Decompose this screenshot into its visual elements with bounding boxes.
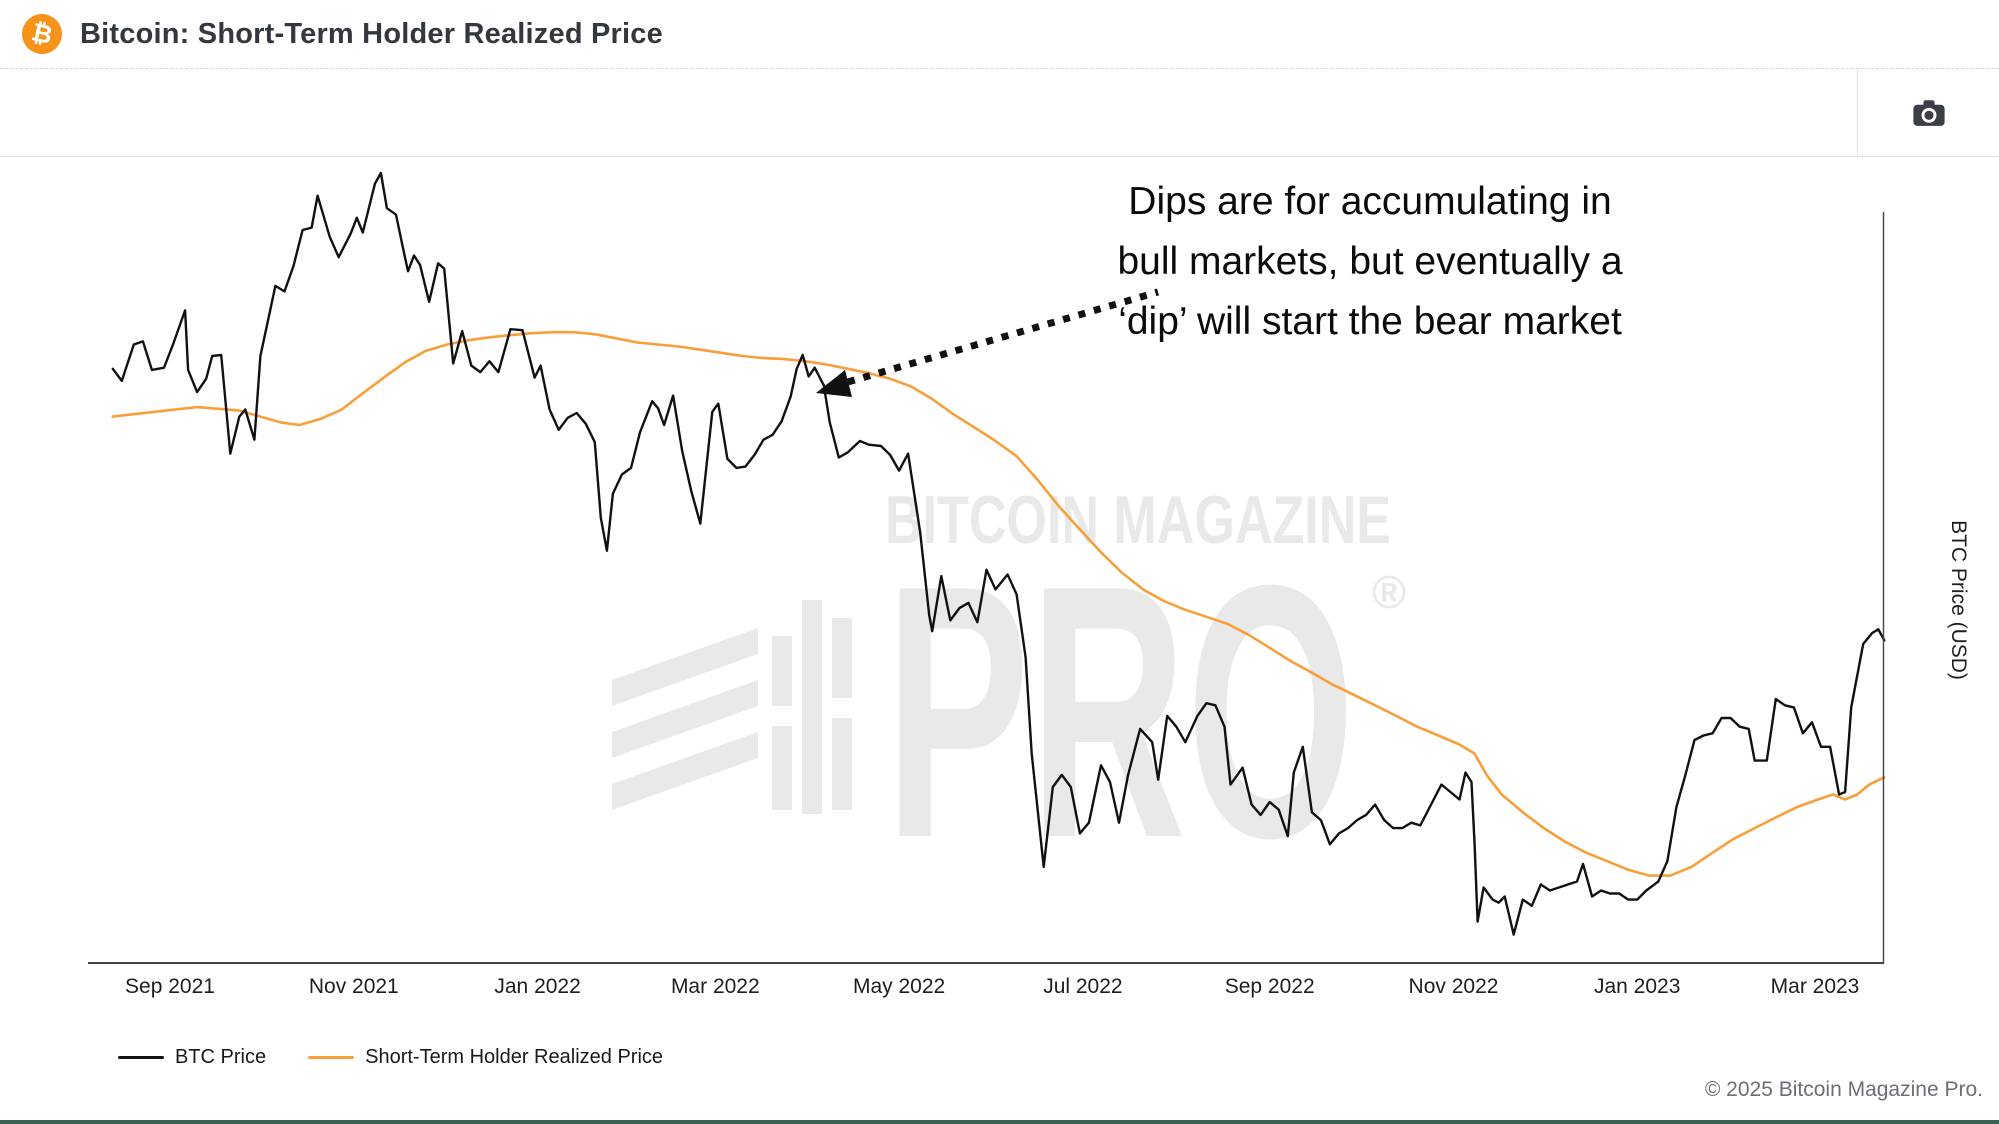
bitcoin-logo-icon: ₿ bbox=[18, 10, 66, 58]
series-line-btc bbox=[111, 171, 1886, 936]
chart-legend: BTC Price Short-Term Holder Realized Pri… bbox=[118, 1046, 663, 1069]
legend-swatch-btc bbox=[118, 1056, 164, 1059]
annotation-line: Dips are for accumulating in bbox=[1128, 180, 1612, 223]
watermark-logo-stripe bbox=[612, 680, 758, 758]
legend-swatch-sth bbox=[308, 1056, 355, 1059]
legend-label-sth: Short-Term Holder Realized Price bbox=[365, 1046, 664, 1068]
x-tick-jan-2023: Jan 2023 bbox=[1594, 975, 1680, 998]
y-axis-label: BTC Price (USD) bbox=[1947, 520, 1970, 680]
chart-toolbar bbox=[0, 69, 1999, 157]
watermark: BITCOIN MAGAZINE PRO ® bbox=[612, 482, 1406, 913]
series-line-sth bbox=[111, 330, 1886, 877]
legend-label-btc: BTC Price bbox=[175, 1046, 267, 1068]
watermark-text-pro: PRO bbox=[885, 511, 1355, 913]
bitcoin-glyph: ₿ bbox=[29, 17, 56, 50]
annotation-arrowhead bbox=[816, 370, 852, 397]
chart-annotation: Dips are for accumulating in bull market… bbox=[1008, 172, 1732, 352]
x-tick-may-2022: May 2022 bbox=[853, 975, 945, 998]
annotation-line: bull markets, but eventually a bbox=[1117, 240, 1623, 283]
x-tick-sep-2021: Sep 2021 bbox=[125, 975, 215, 998]
annotation-arrow-dotted-line bbox=[847, 288, 1159, 386]
x-tick-jan-2022: Jan 2022 bbox=[494, 975, 580, 998]
watermark-logo-bar bbox=[802, 600, 822, 814]
watermark-logo-stripe bbox=[612, 628, 758, 706]
x-tick-mar-2022: Mar 2022 bbox=[671, 975, 760, 998]
screenshot-button[interactable] bbox=[1906, 92, 1952, 133]
watermark-logo-bar bbox=[832, 618, 852, 698]
x-tick-sep-2022: Sep 2022 bbox=[1225, 975, 1315, 998]
annotation-line: ‘dip’ will start the bear market bbox=[1118, 300, 1622, 343]
x-tick-nov-2021: Nov 2021 bbox=[309, 975, 399, 998]
x-tick-jul-2022: Jul 2022 bbox=[1043, 975, 1122, 998]
x-tick-mar-2023: Mar 2023 bbox=[1771, 975, 1860, 998]
page-title: Bitcoin: Short-Term Holder Realized Pric… bbox=[80, 17, 663, 50]
watermark-text-magazine: BITCOIN MAGAZINE bbox=[885, 482, 1391, 558]
camera-icon bbox=[1913, 100, 1945, 126]
page-header: ₿ Bitcoin: Short-Term Holder Realized Pr… bbox=[0, 0, 1999, 69]
watermark-registered-icon: ® bbox=[1372, 566, 1406, 618]
x-tick-nov-2022: Nov 2022 bbox=[1409, 975, 1499, 998]
legend-item-sth-realized-price[interactable]: Short-Term Holder Realized Price bbox=[308, 1046, 663, 1069]
annotation-arrow bbox=[816, 288, 1159, 397]
toolbar-actions bbox=[1857, 69, 1999, 156]
watermark-logo-stripe bbox=[612, 732, 758, 810]
copyright-text: © 2025 Bitcoin Magazine Pro. bbox=[1704, 1078, 1983, 1101]
watermark-logo-bar bbox=[772, 726, 792, 810]
bottom-accent-bar bbox=[0, 1120, 1999, 1124]
watermark-logo-bar bbox=[772, 636, 792, 706]
watermark-logo-bar bbox=[832, 718, 852, 810]
legend-item-btc-price[interactable]: BTC Price bbox=[118, 1046, 266, 1069]
